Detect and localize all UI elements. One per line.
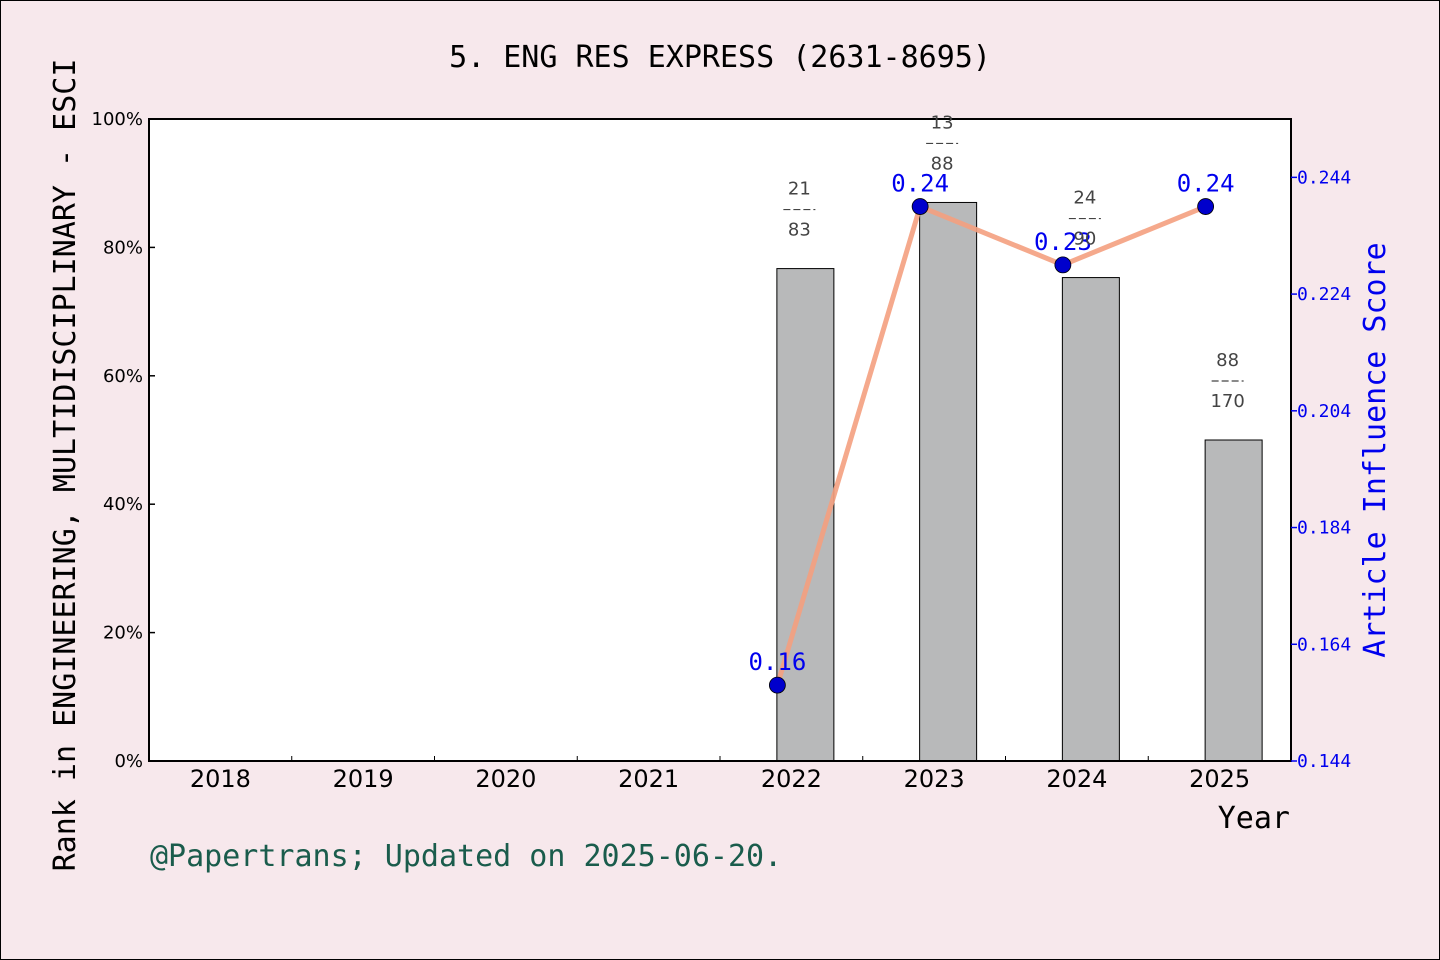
y-tick-label: 60% <box>103 366 143 387</box>
bar-2023 <box>919 201 978 762</box>
bar-2022 <box>776 268 835 762</box>
bars-layer <box>776 201 1263 762</box>
x-tick-label: 2021 <box>618 765 679 793</box>
rank-label-2024: 24 <box>1073 188 1096 209</box>
y-tick-label: 100% <box>92 109 143 130</box>
rank-label-2025: 88 <box>1216 350 1239 371</box>
influence-marker-2023 <box>911 198 929 215</box>
influence-label-2024: 0.23 <box>1034 228 1092 256</box>
y2-axis-label: Article Influence Score <box>1358 242 1393 657</box>
y-tick-label: 40% <box>103 494 143 515</box>
x-tick-label: 2022 <box>761 765 822 793</box>
x-tick-label: 2025 <box>1189 765 1250 793</box>
y-axis-label: Rank in ENGINEERING, MULTIDISCIPLINARY -… <box>48 59 83 872</box>
total-label-2025: 170 <box>1210 391 1244 412</box>
total-label-2023: 88 <box>931 153 954 174</box>
y2-tick-label: 0.204 <box>1297 401 1351 422</box>
total-label-2024: 90 <box>1073 229 1096 250</box>
y2-tick-label: 0.184 <box>1297 518 1351 539</box>
x-tick-label: 2018 <box>190 765 251 793</box>
rank-label-2023: 13 <box>931 112 954 133</box>
axes-layer: 0% 20% 40% 60% 80% 100% 0.144 0.164 0.184 0.204 0.… <box>92 109 1352 793</box>
influence-score-line <box>774 204 1207 686</box>
x-tick-label: 2023 <box>904 765 965 793</box>
bar-2024 <box>1061 277 1120 762</box>
chart-title: 5. ENG RES EXPRESS (2631-8695) <box>449 40 991 75</box>
y2-tick-label: 0.164 <box>1297 634 1351 655</box>
rank-label-2022: 21 <box>788 179 811 200</box>
y2-tick-label: 0.224 <box>1297 284 1351 305</box>
y2-tick-label: 0.244 <box>1297 167 1351 188</box>
line-layer: 0.16 0.24 0.23 0.24 <box>748 170 1235 694</box>
y-tick-label: 0% <box>114 751 143 772</box>
credit-text: @Papertrans; Updated on 2025-06-20. <box>150 839 782 874</box>
y-tick-label: 80% <box>103 237 143 258</box>
x-tick-label: 2020 <box>475 765 536 793</box>
x-tick-label: 2019 <box>333 765 394 793</box>
influence-marker-2022 <box>768 676 786 694</box>
influence-label-2025: 0.24 <box>1177 170 1235 198</box>
influence-label-2023: 0.24 <box>891 170 949 198</box>
influence-label-2022: 0.16 <box>748 648 806 676</box>
bar-2025 <box>1204 439 1263 762</box>
y2-tick-label: 0.144 <box>1297 751 1351 772</box>
influence-marker-2025 <box>1197 198 1215 215</box>
x-axis-label: Year <box>1218 801 1290 836</box>
labels-layer: 21 83 13 88 24 90 88 170 <box>783 112 1245 412</box>
influence-marker-2024 <box>1054 256 1072 274</box>
y-tick-label: 20% <box>103 623 143 644</box>
x-tick-label: 2024 <box>1046 765 1107 793</box>
total-label-2022: 83 <box>788 220 811 241</box>
